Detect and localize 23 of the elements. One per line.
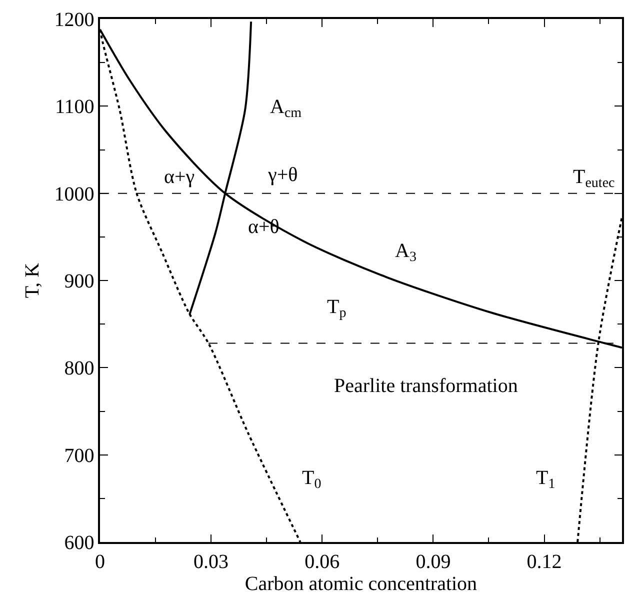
annotation: Pearlite transformation (334, 375, 518, 397)
annotation: T$_{p}$ (327, 296, 346, 322)
annotation: α+γ (164, 166, 195, 188)
x-tick-label: 0 (95, 550, 105, 573)
y-tick-label: 600 (64, 532, 94, 554)
x-tick-label: 0.06 (304, 550, 340, 573)
annotation: A$_{3}$ (395, 240, 416, 266)
annotation: T$_{0}$ (302, 467, 322, 492)
y-tick-label: 800 (64, 358, 94, 380)
x-tick-label: 0.12 (526, 550, 562, 573)
y-tick-label: 1100 (54, 96, 94, 118)
ref-line-label: T$_{eutec}$ (573, 166, 615, 192)
annotation: γ+θ (267, 164, 298, 186)
y-tick-label: 900 (64, 270, 94, 292)
y-axis-title: T, K (21, 262, 44, 298)
annotation: T$_{1}$ (536, 467, 556, 492)
annotation: A$_{cm}$ (270, 96, 302, 122)
y-tick-label: 1000 (54, 183, 94, 206)
x-tick-label: 0.09 (416, 550, 451, 573)
x-tick-label: 0.03 (194, 550, 229, 573)
x-axis-title: Carbon atomic concentration (244, 572, 478, 595)
y-tick-label: 1200 (54, 9, 94, 31)
y-tick-label: 700 (64, 444, 94, 467)
